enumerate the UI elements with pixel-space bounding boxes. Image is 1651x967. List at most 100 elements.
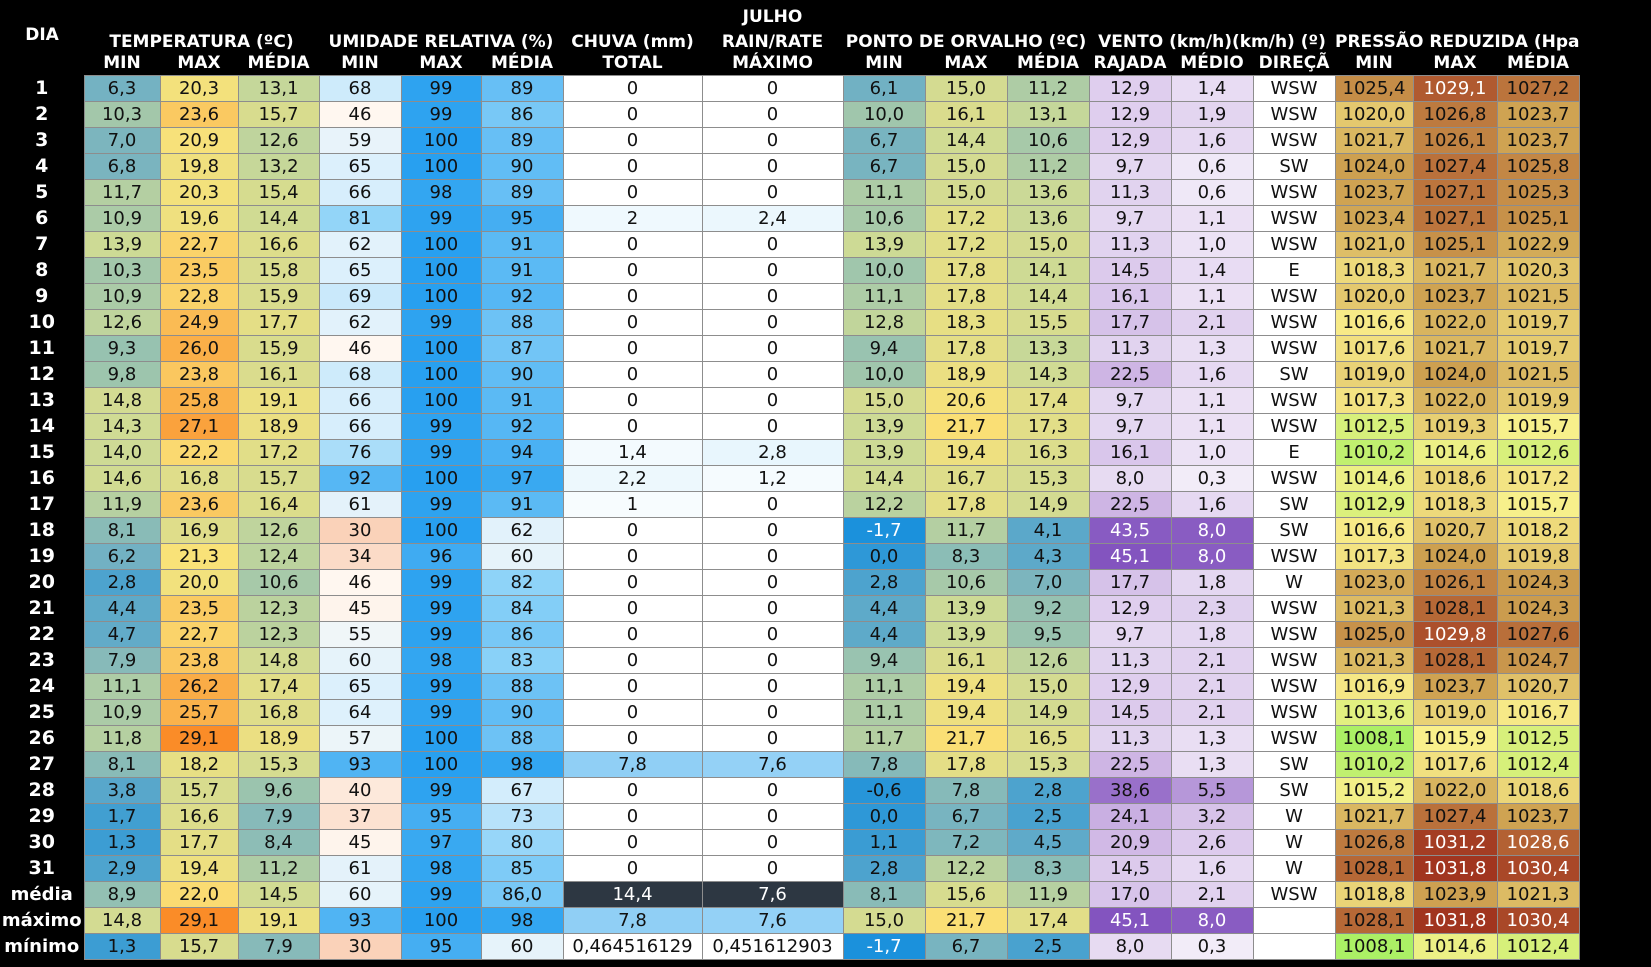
humidity-avg-cell[interactable]: 73 <box>480 802 564 830</box>
humidity-min-cell[interactable]: 81 <box>318 204 402 232</box>
temp-max-cell[interactable]: 23,5 <box>159 256 239 284</box>
dewpoint-avg-cell[interactable]: 14,3 <box>1006 360 1090 388</box>
dewpoint-avg-cell[interactable]: 8,3 <box>1006 854 1090 882</box>
pressure-max-cell[interactable]: 1027,1 <box>1412 204 1498 232</box>
rain-rate-max-cell[interactable]: 0 <box>701 542 844 570</box>
temp-max-cell[interactable]: 26,0 <box>159 334 239 362</box>
pressure-avg-cell[interactable]: 1030,4 <box>1496 906 1580 934</box>
wind-gust-cell[interactable]: 17,0 <box>1088 880 1172 908</box>
wind-avg-cell[interactable]: 1,8 <box>1170 568 1254 596</box>
pressure-min-cell[interactable]: 1015,2 <box>1334 776 1414 804</box>
wind-avg-cell[interactable]: 1,0 <box>1170 230 1254 258</box>
humidity-max-cell[interactable]: 99 <box>400 620 482 648</box>
dewpoint-max-cell[interactable]: 7,2 <box>924 828 1008 856</box>
dewpoint-max-cell[interactable]: 17,8 <box>924 750 1008 778</box>
temp-min-cell[interactable]: 6,2 <box>83 542 161 570</box>
wind-direction-cell[interactable]: W <box>1252 854 1336 882</box>
humidity-avg-cell[interactable]: 92 <box>480 412 564 440</box>
humidity-avg-cell[interactable]: 91 <box>480 490 564 518</box>
pressure-avg-cell[interactable]: 1025,1 <box>1496 204 1580 232</box>
dewpoint-min-cell[interactable]: 7,8 <box>842 750 926 778</box>
pressure-min-cell[interactable]: 1018,3 <box>1334 256 1414 284</box>
pressure-max-cell[interactable]: 1029,8 <box>1412 620 1498 648</box>
dewpoint-avg-cell[interactable]: 12,6 <box>1006 646 1090 674</box>
pressure-min-cell[interactable]: 1008,1 <box>1334 932 1414 960</box>
dewpoint-max-cell[interactable]: 14,4 <box>924 126 1008 154</box>
humidity-min-cell[interactable]: 34 <box>318 542 402 570</box>
rain-total-cell[interactable]: 0 <box>562 152 703 180</box>
wind-gust-cell[interactable]: 12,9 <box>1088 126 1172 154</box>
humidity-max-cell[interactable]: 99 <box>400 412 482 440</box>
dewpoint-min-cell[interactable]: 0,0 <box>842 542 926 570</box>
temp-avg-cell[interactable]: 14,8 <box>237 646 320 674</box>
pressure-min-cell[interactable]: 1017,3 <box>1334 542 1414 570</box>
wind-gust-cell[interactable]: 9,7 <box>1088 152 1172 180</box>
humidity-min-cell[interactable]: 62 <box>318 308 402 336</box>
temp-min-cell[interactable]: 8,1 <box>83 750 161 778</box>
dewpoint-avg-cell[interactable]: 15,3 <box>1006 464 1090 492</box>
temp-max-cell[interactable]: 16,9 <box>159 516 239 544</box>
rain-rate-max-cell[interactable]: 0 <box>701 594 844 622</box>
dewpoint-min-cell[interactable]: 1,1 <box>842 828 926 856</box>
pressure-avg-cell[interactable]: 1019,7 <box>1496 308 1580 336</box>
wind-gust-cell[interactable]: 24,1 <box>1088 802 1172 830</box>
pressure-max-cell[interactable]: 1028,1 <box>1412 646 1498 674</box>
wind-direction-cell[interactable]: SW <box>1252 152 1336 180</box>
wind-avg-cell[interactable]: 3,2 <box>1170 802 1254 830</box>
wind-avg-cell[interactable]: 0,3 <box>1170 932 1254 960</box>
rain-total-cell[interactable]: 7,8 <box>562 750 703 778</box>
dewpoint-max-cell[interactable]: 21,7 <box>924 906 1008 934</box>
pressure-min-cell[interactable]: 1023,7 <box>1334 178 1414 206</box>
temp-min-cell[interactable]: 11,1 <box>83 672 161 700</box>
wind-direction-cell[interactable]: SW <box>1252 360 1336 388</box>
rain-rate-max-cell[interactable]: 0 <box>701 724 844 752</box>
temp-max-cell[interactable]: 26,2 <box>159 672 239 700</box>
rain-total-cell[interactable]: 7,8 <box>562 906 703 934</box>
rain-rate-max-cell[interactable]: 0 <box>701 230 844 258</box>
temp-avg-cell[interactable]: 19,1 <box>237 386 320 414</box>
temp-min-cell[interactable]: 2,9 <box>83 854 161 882</box>
temp-avg-cell[interactable]: 14,5 <box>237 880 320 908</box>
wind-gust-cell[interactable]: 12,9 <box>1088 594 1172 622</box>
dewpoint-max-cell[interactable]: 17,2 <box>924 204 1008 232</box>
rain-total-cell[interactable]: 0 <box>562 724 703 752</box>
humidity-min-cell[interactable]: 30 <box>318 516 402 544</box>
dewpoint-min-cell[interactable]: 13,9 <box>842 438 926 466</box>
rain-rate-max-cell[interactable]: 0 <box>701 646 844 674</box>
rain-total-cell[interactable]: 2 <box>562 204 703 232</box>
pressure-min-cell[interactable]: 1016,6 <box>1334 308 1414 336</box>
dewpoint-min-cell[interactable]: 10,0 <box>842 360 926 388</box>
dewpoint-min-cell[interactable]: -0,6 <box>842 776 926 804</box>
wind-avg-cell[interactable]: 1,3 <box>1170 750 1254 778</box>
dewpoint-avg-cell[interactable]: 14,9 <box>1006 698 1090 726</box>
temp-avg-cell[interactable]: 18,9 <box>237 412 320 440</box>
humidity-min-cell[interactable]: 69 <box>318 282 402 310</box>
wind-avg-cell[interactable]: 2,3 <box>1170 594 1254 622</box>
pressure-avg-cell[interactable]: 1028,6 <box>1496 828 1580 856</box>
rain-rate-max-cell[interactable]: 0 <box>701 386 844 414</box>
pressure-max-cell[interactable]: 1027,4 <box>1412 152 1498 180</box>
wind-gust-cell[interactable]: 11,3 <box>1088 646 1172 674</box>
pressure-avg-cell[interactable]: 1020,7 <box>1496 672 1580 700</box>
pressure-avg-cell[interactable]: 1024,3 <box>1496 568 1580 596</box>
temp-min-cell[interactable]: 13,9 <box>83 230 161 258</box>
wind-direction-cell[interactable]: SW <box>1252 776 1336 804</box>
temp-max-cell[interactable]: 20,3 <box>159 178 239 206</box>
dewpoint-avg-cell[interactable]: 14,1 <box>1006 256 1090 284</box>
pressure-avg-cell[interactable]: 1025,3 <box>1496 178 1580 206</box>
temp-max-cell[interactable]: 25,7 <box>159 698 239 726</box>
temp-avg-cell[interactable]: 15,7 <box>237 464 320 492</box>
humidity-min-cell[interactable]: 46 <box>318 334 402 362</box>
wind-gust-cell[interactable]: 16,1 <box>1088 438 1172 466</box>
humidity-avg-cell[interactable]: 98 <box>480 906 564 934</box>
pressure-max-cell[interactable]: 1027,1 <box>1412 178 1498 206</box>
humidity-min-cell[interactable]: 92 <box>318 464 402 492</box>
dewpoint-min-cell[interactable]: 10,0 <box>842 256 926 284</box>
dewpoint-max-cell[interactable]: 17,8 <box>924 334 1008 362</box>
pressure-min-cell[interactable]: 1021,3 <box>1334 594 1414 622</box>
humidity-avg-cell[interactable]: 89 <box>480 126 564 154</box>
temp-avg-cell[interactable]: 18,9 <box>237 724 320 752</box>
temp-max-cell[interactable]: 23,6 <box>159 490 239 518</box>
humidity-min-cell[interactable]: 61 <box>318 490 402 518</box>
temp-min-cell[interactable]: 10,3 <box>83 256 161 284</box>
